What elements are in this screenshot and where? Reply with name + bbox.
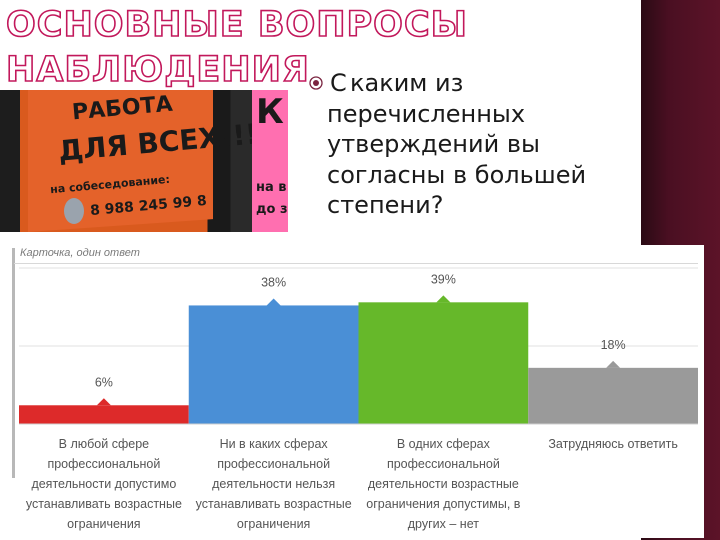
category-label-2-line-5: ограничения [237, 517, 310, 531]
bar-pointer-2 [266, 298, 281, 306]
bar-4 [528, 367, 698, 424]
target-bullet-icon [309, 76, 323, 90]
value-label-4: 18% [601, 338, 626, 352]
category-label-3-line-3: деятельности возрастные [368, 477, 519, 491]
bar-pointer-3 [436, 295, 451, 303]
card-left-marker [12, 248, 15, 478]
category-label-1-line-5: ограничения [67, 517, 140, 531]
category-label-1-line-2: профессиональной [47, 457, 160, 471]
category-label-2-line-3: деятельности нельзя [212, 477, 335, 491]
pink-poster-line-2: до з [256, 202, 288, 217]
category-label-4-line-1: Затрудняюсь ответить [548, 437, 678, 451]
question-text: каким из перечисленных утверждений вы со… [327, 68, 627, 221]
category-label-2-line-1: Ни в каких сферах [220, 437, 329, 451]
pink-poster [252, 90, 288, 232]
value-label-1: 6% [95, 375, 113, 389]
category-label-1-line-1: В любой сфере [59, 437, 149, 451]
bar-pointer-4 [606, 360, 621, 368]
category-label-2-line-2: профессиональной [217, 457, 330, 471]
slide-title-line-2: НАБЛЮДЕНИЯ [5, 49, 310, 91]
value-label-2: 38% [261, 275, 286, 289]
category-label-2-line-4: устанавливать возрастные [196, 497, 352, 511]
bar-pointer-1 [96, 398, 111, 406]
category-label-3-line-5: других – нет [408, 517, 479, 531]
slide-title-line-1: ОСНОВНЫЕ ВОПРОСЫ [5, 4, 468, 46]
bar-2 [188, 305, 359, 424]
category-label-3-line-2: профессиональной [387, 457, 500, 471]
poster-hole [64, 198, 84, 224]
bar-3 [358, 302, 529, 424]
pink-poster-line-1: на в [256, 180, 287, 195]
pink-poster-letter: К [256, 92, 284, 132]
question-rest: каким из перечисленных утверждений вы со… [327, 69, 587, 219]
value-label-3: 39% [431, 272, 456, 286]
card-top-rule [14, 263, 698, 264]
bar-1 [19, 405, 189, 424]
question-first-word: С [330, 69, 347, 97]
category-label-3-line-4: ограничения допустимы, в [366, 497, 520, 511]
category-label-3-line-1: В одних сферах [397, 437, 491, 451]
category-label-1-line-3: деятельности допустимо [31, 477, 176, 491]
job-poster-photo: РАБОТА ДЛЯ ВСЕХ!!! на собеседование: 8 9… [0, 90, 288, 232]
category-label-1-line-4: устанавливать возрастные [26, 497, 182, 511]
card-caption: Карточка, один ответ [20, 247, 140, 259]
